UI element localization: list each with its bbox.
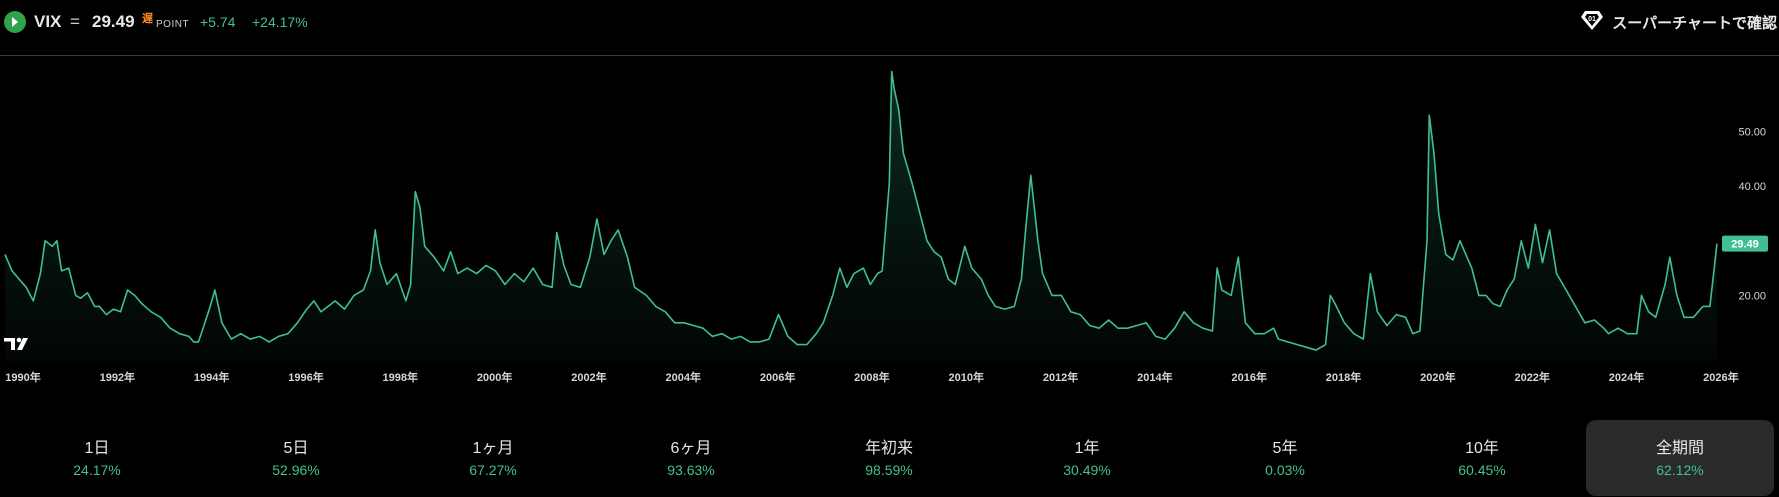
period-value: 30.49% xyxy=(1063,462,1111,478)
x-tick-label: 2018年 xyxy=(1326,370,1361,384)
period-tab[interactable]: 5年 0.03% xyxy=(1191,420,1379,496)
superchart-button[interactable]: 01 スーパーチャートで確認 xyxy=(1580,9,1777,35)
x-tick-label: 1990年 xyxy=(5,370,40,384)
delay-badge: 遅 xyxy=(142,13,153,25)
x-tick-label: 2008年 xyxy=(854,370,889,384)
period-label: 5日 xyxy=(283,440,309,457)
period-tab[interactable]: 年初来 98.59% xyxy=(795,420,983,496)
x-tick-label: 2010年 xyxy=(949,370,984,384)
x-tick-label: 2004年 xyxy=(666,370,701,384)
x-tick-label: 2000年 xyxy=(477,370,512,384)
chevron-right-icon[interactable] xyxy=(4,11,26,33)
period-tab[interactable]: 5日 52.96% xyxy=(202,420,390,496)
x-tick-label: 1996年 xyxy=(288,370,323,384)
period-tab[interactable]: 1年 30.49% xyxy=(993,420,1181,496)
symbol-name: VIX xyxy=(34,12,62,31)
series-line xyxy=(4,70,1718,351)
period-label: 1ヶ月 xyxy=(472,440,514,457)
x-tick-label: 2026年 xyxy=(1703,370,1738,384)
y-tick-label: 20.00 xyxy=(1738,290,1766,302)
y-tick-label: 40.00 xyxy=(1738,181,1766,193)
x-tick-label: 2016年 xyxy=(1231,370,1266,384)
period-selector: 1日 24.17% 5日 52.96% 1ヶ月 67.27% 6ヶ月 93.63% 年初来 98.… xyxy=(0,420,1779,496)
x-tick-label: 1994年 xyxy=(194,370,229,384)
period-label: 1年 xyxy=(1074,440,1100,457)
period-value: 24.17% xyxy=(73,462,121,478)
x-tick-label: 2006年 xyxy=(760,370,795,384)
svg-text:01: 01 xyxy=(1588,16,1596,23)
period-value: 98.59% xyxy=(865,462,913,478)
period-tab[interactable]: 1ヶ月 67.27% xyxy=(399,420,587,496)
period-value: 0.03% xyxy=(1265,462,1305,478)
period-value: 60.45% xyxy=(1458,462,1506,478)
x-tick-label: 2012年 xyxy=(1043,370,1078,384)
equals-sign: = xyxy=(70,12,80,31)
period-label: 10年 xyxy=(1465,440,1499,457)
superchart-label: スーパーチャートで確認 xyxy=(1612,14,1777,32)
period-label: 1日 xyxy=(84,440,110,457)
tradingview-logo-icon xyxy=(4,337,28,350)
period-tab[interactable]: 全期間 62.12% xyxy=(1586,420,1774,496)
period-label: 年初来 xyxy=(864,440,913,457)
period-label: 5年 xyxy=(1272,440,1298,457)
x-tick-label: 2014年 xyxy=(1137,370,1172,384)
x-tick-label: 1992年 xyxy=(100,370,135,384)
period-value: 67.27% xyxy=(469,462,517,478)
quote-header: VIX = 29.49 遅 POINT +5.74 +24.17% 01 スーパ… xyxy=(0,0,1779,56)
period-label: 全期間 xyxy=(1655,440,1704,457)
period-value: 93.63% xyxy=(667,462,715,478)
series-area xyxy=(5,71,1717,361)
price-unit: POINT xyxy=(156,19,190,30)
x-tick-label: 2002年 xyxy=(571,370,606,384)
last-value-badge xyxy=(1722,235,1768,252)
last-value-label: 29.49 xyxy=(1731,239,1759,251)
period-tab[interactable]: 6ヶ月 93.63% xyxy=(597,420,785,496)
x-tick-label: 2024年 xyxy=(1609,370,1644,384)
price-change-percent: +24.17% xyxy=(252,14,308,30)
diamond-icon: 01 xyxy=(1580,8,1604,37)
period-tab[interactable]: 1日 24.17% xyxy=(3,420,191,496)
x-tick-label: 2022年 xyxy=(1514,370,1549,384)
x-tick-label: 1998年 xyxy=(383,370,418,384)
period-tab[interactable]: 10年 60.45% xyxy=(1388,420,1576,496)
period-value: 52.96% xyxy=(272,462,320,478)
period-label: 6ヶ月 xyxy=(670,440,712,457)
period-value: 62.12% xyxy=(1656,462,1704,478)
y-tick-label: 50.00 xyxy=(1738,127,1766,139)
current-price: 29.49 xyxy=(92,12,135,31)
price-change: +5.74 xyxy=(200,14,236,30)
x-tick-label: 2020年 xyxy=(1420,370,1455,384)
